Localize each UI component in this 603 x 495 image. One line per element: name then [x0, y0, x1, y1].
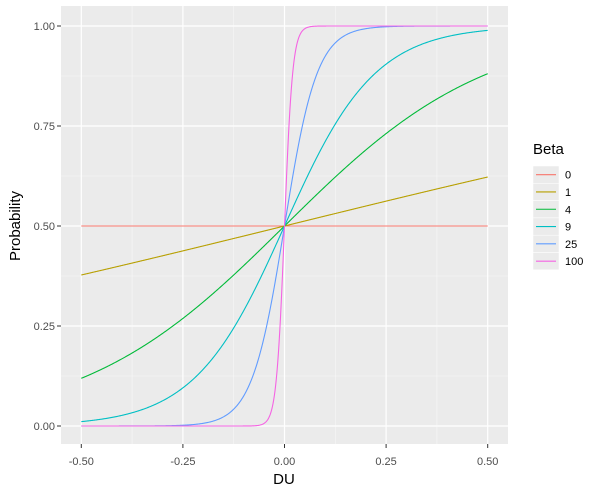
legend-title: Beta	[533, 141, 565, 158]
legend-label-4: 4	[565, 204, 571, 216]
legend-label-1: 1	[565, 187, 571, 199]
series-layer	[81, 25, 488, 427]
legend-label-0: 0	[565, 170, 571, 182]
x-tick-label: 0.50	[477, 456, 498, 468]
x-tick-label: 0.00	[274, 456, 295, 468]
series-line-beta-100	[81, 25, 488, 427]
y-tick-label: 0.00	[34, 421, 55, 433]
legend-label-9: 9	[565, 222, 571, 234]
x-tick-label: 0.25	[375, 456, 396, 468]
legend-label-25: 25	[565, 239, 577, 251]
y-tick-label: 0.75	[34, 121, 55, 133]
y-tick-label: 1.00	[34, 21, 55, 33]
x-axis-title: DU	[273, 471, 295, 488]
y-axis: 0.00 0.25 0.50 0.75 1.00	[34, 21, 61, 433]
legend-label-100: 100	[565, 256, 583, 268]
y-tick-label: 0.50	[34, 221, 55, 233]
x-axis: -0.50 -0.25 0.00 0.25 0.50	[69, 444, 498, 468]
x-tick-label: -0.25	[170, 456, 195, 468]
legend: 0 1 4 9 25 100	[532, 165, 583, 271]
y-axis-title: Probability	[7, 190, 24, 261]
x-tick-label: -0.50	[69, 456, 94, 468]
y-tick-label: 0.25	[34, 321, 55, 333]
